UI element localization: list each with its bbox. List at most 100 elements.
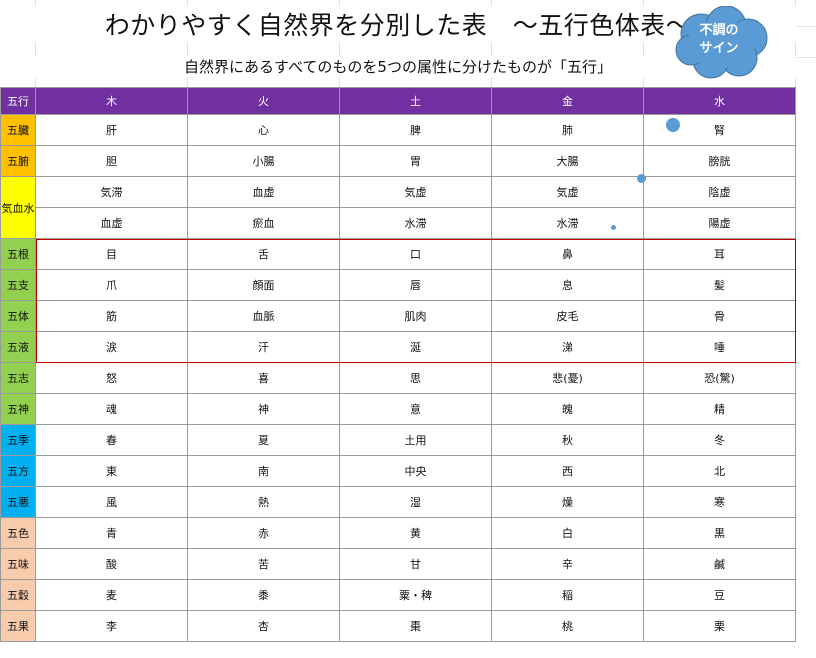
table-cell[interactable]: 魄	[491, 393, 644, 425]
row-label-cell[interactable]: 五志	[0, 362, 36, 394]
table-cell[interactable]: 心	[187, 114, 340, 146]
table-cell[interactable]: 東	[35, 455, 188, 487]
row-label-cell[interactable]: 五色	[0, 517, 36, 549]
table-cell[interactable]: 水滞	[339, 207, 492, 239]
row-label-cell[interactable]: 五根	[0, 238, 36, 270]
table-cell[interactable]: 杏	[187, 610, 340, 642]
header-cell[interactable]: 土	[339, 87, 492, 115]
shape-dot-large[interactable]	[666, 118, 680, 132]
table-cell[interactable]: 肺	[491, 114, 644, 146]
shape-dot-small[interactable]	[611, 225, 616, 230]
table-cell[interactable]: 風	[35, 486, 188, 518]
table-cell[interactable]: 西	[491, 455, 644, 487]
table-cell[interactable]: 唾	[643, 331, 796, 363]
row-label-cell[interactable]: 五神	[0, 393, 36, 425]
table-cell[interactable]: 小腸	[187, 145, 340, 177]
table-cell[interactable]: 甘	[339, 548, 492, 580]
table-cell[interactable]: 舌	[187, 238, 340, 270]
table-cell[interactable]: 酸	[35, 548, 188, 580]
row-label-cell[interactable]: 五季	[0, 424, 36, 456]
table-cell[interactable]: 栗	[643, 610, 796, 642]
table-cell[interactable]: 息	[491, 269, 644, 301]
row-label-cell[interactable]: 五果	[0, 610, 36, 642]
table-cell[interactable]: 脾	[339, 114, 492, 146]
table-cell[interactable]: 涕	[491, 331, 644, 363]
table-cell[interactable]: 汗	[187, 331, 340, 363]
table-cell[interactable]: 瘀血	[187, 207, 340, 239]
table-cell[interactable]: 唇	[339, 269, 492, 301]
table-cell[interactable]: 北	[643, 455, 796, 487]
table-cell[interactable]: 血虚	[35, 207, 188, 239]
row-label-cell[interactable]: 五味	[0, 548, 36, 580]
table-cell[interactable]: 神	[187, 393, 340, 425]
table-cell[interactable]: 筋	[35, 300, 188, 332]
table-cell[interactable]: 黒	[643, 517, 796, 549]
row-label-cell[interactable]: 五臓	[0, 114, 36, 146]
header-cell[interactable]: 木	[35, 87, 188, 115]
table-cell[interactable]: 黄	[339, 517, 492, 549]
header-cell[interactable]: 火	[187, 87, 340, 115]
table-cell[interactable]: 悲(憂)	[491, 362, 644, 394]
row-label-cell[interactable]: 五支	[0, 269, 36, 301]
table-cell[interactable]: 耳	[643, 238, 796, 270]
table-cell[interactable]: 腎	[643, 114, 796, 146]
row-label-cell[interactable]: 五穀	[0, 579, 36, 611]
table-cell[interactable]: 水滞	[491, 207, 644, 239]
table-cell[interactable]: 桃	[491, 610, 644, 642]
table-cell[interactable]: 鼻	[491, 238, 644, 270]
table-cell[interactable]: 青	[35, 517, 188, 549]
table-cell[interactable]: 李	[35, 610, 188, 642]
header-cell[interactable]: 金	[491, 87, 644, 115]
table-cell[interactable]: 黍	[187, 579, 340, 611]
row-label-cell[interactable]: 気血水	[0, 176, 36, 239]
table-cell[interactable]: 喜	[187, 362, 340, 394]
table-cell[interactable]: 皮毛	[491, 300, 644, 332]
table-cell[interactable]: 精	[643, 393, 796, 425]
table-cell[interactable]: 気虚	[491, 176, 644, 208]
table-cell[interactable]: 赤	[187, 517, 340, 549]
table-cell[interactable]: 胆	[35, 145, 188, 177]
row-label-cell[interactable]: 五悪	[0, 486, 36, 518]
table-cell[interactable]: 寒	[643, 486, 796, 518]
table-cell[interactable]: 血虚	[187, 176, 340, 208]
header-cell[interactable]: 五行	[0, 87, 36, 115]
table-cell[interactable]: 燥	[491, 486, 644, 518]
table-cell[interactable]: 秋	[491, 424, 644, 456]
table-cell[interactable]: 春	[35, 424, 188, 456]
table-cell[interactable]: 思	[339, 362, 492, 394]
table-cell[interactable]: 血脈	[187, 300, 340, 332]
table-cell[interactable]: 苦	[187, 548, 340, 580]
table-cell[interactable]: 恐(驚)	[643, 362, 796, 394]
table-cell[interactable]: 南	[187, 455, 340, 487]
table-cell[interactable]: 怒	[35, 362, 188, 394]
table-cell[interactable]: 陰虚	[643, 176, 796, 208]
row-label-cell[interactable]: 五方	[0, 455, 36, 487]
table-cell[interactable]: 骨	[643, 300, 796, 332]
table-cell[interactable]: 土用	[339, 424, 492, 456]
table-cell[interactable]: 顔面	[187, 269, 340, 301]
table-cell[interactable]: 麦	[35, 579, 188, 611]
table-cell[interactable]: 意	[339, 393, 492, 425]
row-label-cell[interactable]: 五体	[0, 300, 36, 332]
table-cell[interactable]: 湿	[339, 486, 492, 518]
table-cell[interactable]: 辛	[491, 548, 644, 580]
table-cell[interactable]: 肌肉	[339, 300, 492, 332]
table-cell[interactable]: 涎	[339, 331, 492, 363]
header-cell[interactable]: 水	[643, 87, 796, 115]
table-cell[interactable]: 爪	[35, 269, 188, 301]
table-cell[interactable]: 棗	[339, 610, 492, 642]
table-cell[interactable]: 冬	[643, 424, 796, 456]
table-cell[interactable]: 大腸	[491, 145, 644, 177]
table-cell[interactable]: 目	[35, 238, 188, 270]
table-cell[interactable]: 稲	[491, 579, 644, 611]
table-cell[interactable]: 熱	[187, 486, 340, 518]
table-cell[interactable]: 膀胱	[643, 145, 796, 177]
table-cell[interactable]: 胃	[339, 145, 492, 177]
table-cell[interactable]: 気滞	[35, 176, 188, 208]
table-cell[interactable]: 粟・稗	[339, 579, 492, 611]
row-label-cell[interactable]: 五腑	[0, 145, 36, 177]
table-cell[interactable]: 涙	[35, 331, 188, 363]
table-cell[interactable]: 口	[339, 238, 492, 270]
table-cell[interactable]: 夏	[187, 424, 340, 456]
table-cell[interactable]: 白	[491, 517, 644, 549]
